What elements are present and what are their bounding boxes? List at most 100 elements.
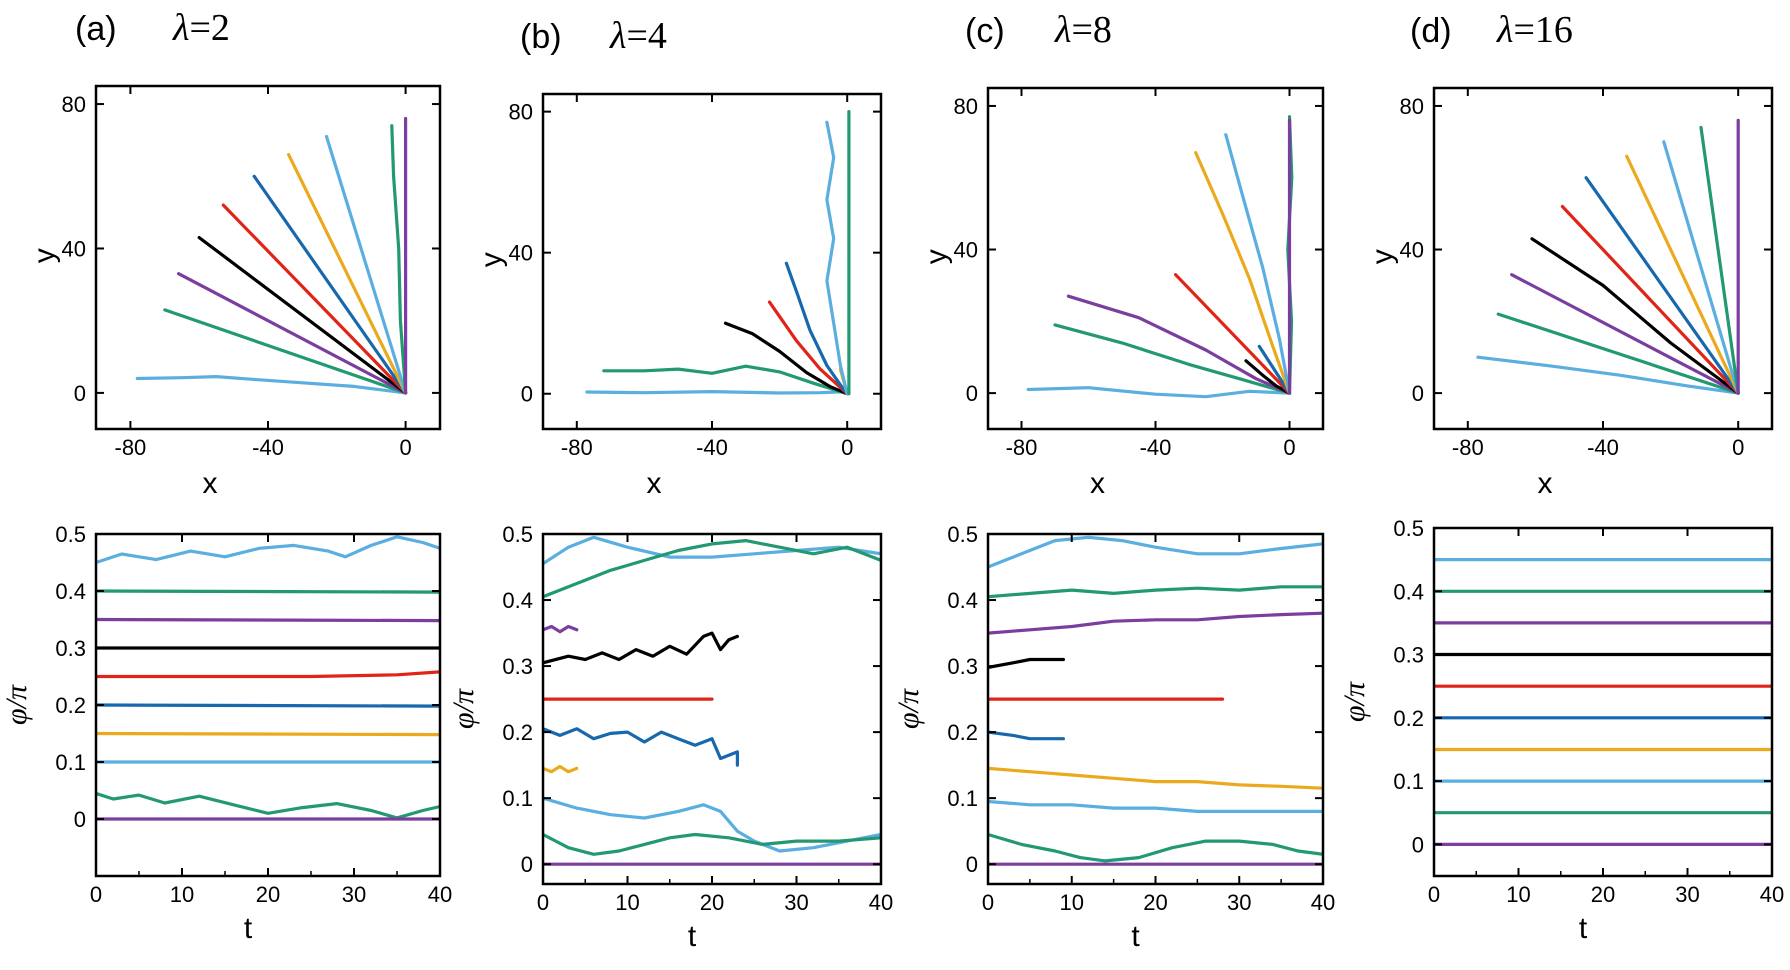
x-tick-label: 20 — [1591, 882, 1615, 907]
traj-series-8 — [1662, 140, 1740, 395]
x-axis-label: t — [244, 912, 253, 945]
phi-series-9 — [988, 832, 1323, 863]
y-tick-label: 0.2 — [947, 720, 978, 745]
lambda-value: =4 — [626, 15, 666, 57]
phi-series-6 — [543, 727, 740, 767]
x-tick-label: -40 — [252, 435, 284, 460]
y-tick-label: 40 — [1400, 238, 1424, 263]
x-tick-label: 0 — [841, 435, 853, 460]
x-tick-label: 20 — [256, 882, 280, 907]
traj-series-6 — [1584, 176, 1740, 395]
x-tick-label: 10 — [170, 882, 194, 907]
traj-series-2 — [1053, 323, 1292, 395]
traj-series-4 — [1530, 237, 1740, 395]
panel-6: 0 10 20 30 40 0 0.1 0.2 0.3 0.4 0.5 t φ/π — [447, 522, 893, 953]
y-tick-label: 0.5 — [55, 522, 86, 547]
lambda-symbol: λ — [1496, 9, 1513, 51]
traj-series-6 — [1257, 344, 1292, 395]
plot-frame — [541, 532, 883, 886]
panel-label: (c) — [965, 12, 1005, 50]
x-tick-label: 0 — [90, 882, 102, 907]
x-tick-label: 40 — [869, 890, 893, 915]
y-tick-label: 80 — [1400, 94, 1424, 119]
x-axis-label: t — [1131, 920, 1140, 953]
y-tick-label: 0.4 — [55, 579, 86, 604]
traj-series-5 — [784, 261, 849, 396]
lambda-label: λ=16 — [1496, 9, 1573, 51]
traj-series-3 — [1510, 273, 1740, 395]
traj-series-2 — [1496, 312, 1740, 395]
panel-1: -80 -40 0 0 40 80 x y (a) λ=2 — [28, 7, 442, 500]
phi-series-1 — [988, 535, 1323, 569]
phi-series-9 — [96, 791, 440, 820]
x-tick-label: 30 — [784, 890, 808, 915]
phi-series-9 — [543, 832, 881, 856]
phi-series-2 — [543, 538, 881, 599]
y-tick-label: 0.1 — [502, 786, 533, 811]
panel-2: -80 -40 0 0 40 80 x y (b) λ=4 — [475, 15, 883, 500]
y-axis-label: y — [920, 249, 953, 264]
x-tick-label: 20 — [1143, 890, 1167, 915]
y-tick-label: 0 — [1412, 832, 1424, 857]
traj-series-7 — [1625, 154, 1740, 395]
phi-series-1 — [543, 535, 881, 566]
x-tick-label: 0 — [1732, 435, 1744, 460]
x-tick-label: 10 — [1060, 890, 1084, 915]
y-tick-label: 40 — [62, 236, 86, 261]
traj-series-3 — [177, 272, 408, 395]
y-tick-label: 0 — [1412, 381, 1424, 406]
x-tick-label: 30 — [342, 882, 366, 907]
phi-series-1 — [96, 535, 440, 565]
panel-3: -80 -40 0 0 40 80 x y (c) λ=8 — [920, 9, 1325, 500]
x-tick-label: 0 — [1428, 882, 1440, 907]
traj-series-6 — [252, 174, 408, 395]
y-tick-label: 0.4 — [1393, 579, 1424, 604]
phi-series-3 — [988, 611, 1323, 635]
panel-5: 0 10 20 30 40 0 0.1 0.2 0.3 0.4 0.5 t φ/π — [0, 522, 452, 945]
x-axis-label: x — [1538, 467, 1553, 500]
traj-series-5 — [1560, 204, 1740, 395]
y-tick-label: 0.1 — [947, 786, 978, 811]
phi-series-8 — [988, 799, 1323, 814]
y-tick-label: 80 — [62, 92, 86, 117]
y-tick-label: 0.3 — [947, 654, 978, 679]
y-axis-label: φ/π — [0, 684, 33, 725]
panel-label: (d) — [1410, 12, 1452, 50]
y-tick-label: 0 — [966, 381, 978, 406]
y-tick-label: 80 — [954, 94, 978, 119]
y-tick-label: 0.1 — [1393, 769, 1424, 794]
x-tick-label: 20 — [700, 890, 724, 915]
traj-series-group — [1026, 115, 1294, 399]
y-tick-label: 0.3 — [1393, 643, 1424, 668]
x-tick-label: 0 — [982, 890, 994, 915]
traj-series-1 — [585, 390, 849, 395]
x-tick-label: 30 — [1227, 890, 1251, 915]
traj-series-group — [135, 116, 408, 395]
traj-series-2 — [163, 308, 408, 395]
traj-series-4 — [197, 236, 408, 395]
y-tick-label: 0 — [74, 381, 86, 406]
lambda-value: =2 — [189, 7, 229, 49]
traj-series-2 — [602, 364, 849, 396]
phi-series-3 — [96, 617, 440, 623]
y-tick-label: 0.5 — [947, 522, 978, 547]
y-axis-label: φ/π — [892, 688, 925, 729]
traj-series-9 — [1699, 125, 1740, 395]
y-tick-label: 0 — [521, 382, 533, 407]
traj-series-3 — [1066, 294, 1292, 395]
x-tick-label: 0 — [1283, 435, 1295, 460]
phi-series-6 — [96, 703, 440, 708]
lambda-symbol: λ — [1054, 9, 1071, 51]
x-tick-label: 40 — [1760, 882, 1784, 907]
y-tick-label: 0.4 — [947, 588, 978, 613]
y-tick-label: 0 — [521, 852, 533, 877]
phi-series-group — [543, 535, 881, 866]
panel-7: 0 10 20 30 40 0 0.1 0.2 0.3 0.4 0.5 t φ/π — [892, 522, 1335, 953]
x-tick-label: 0 — [399, 435, 411, 460]
lambda-symbol: λ — [172, 7, 189, 49]
phi-series-7 — [96, 731, 440, 737]
panel-label: (b) — [520, 18, 562, 56]
x-tick-label: -40 — [696, 435, 728, 460]
phi-series-2 — [988, 585, 1323, 599]
lambda-label: λ=4 — [609, 15, 667, 57]
